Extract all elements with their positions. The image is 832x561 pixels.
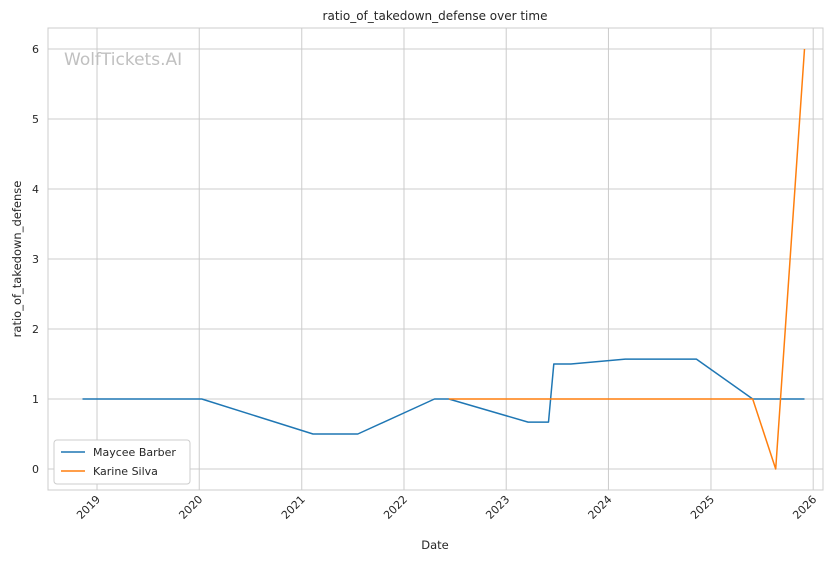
x-tick-label: 2019 — [74, 493, 103, 522]
watermark-text: WolfTickets.AI — [64, 50, 182, 70]
series-line-karine-silva — [448, 48, 806, 470]
axes-border — [47, 27, 824, 491]
series-lines — [82, 48, 806, 470]
x-tick-label: 2020 — [176, 493, 205, 522]
x-axis-label: Date — [421, 538, 449, 552]
x-tick-label: 2024 — [586, 493, 615, 522]
legend-label-maycee-barber: Maycee Barber — [93, 446, 176, 459]
y-tick-label: 0 — [32, 463, 39, 476]
legend: Maycee Barber Karine Silva — [53, 439, 191, 485]
x-axis-ticks: 2019 2020 2021 2022 2023 2024 2025 2026 — [74, 493, 819, 522]
legend-label-karine-silva: Karine Silva — [93, 465, 158, 478]
y-axis-ticks: 0 1 2 3 4 5 6 — [32, 43, 39, 476]
y-tick-label: 1 — [32, 393, 39, 406]
y-tick-label: 4 — [32, 183, 39, 196]
y-tick-label: 2 — [32, 323, 39, 336]
axes-frame — [47, 27, 824, 491]
y-tick-label: 6 — [32, 43, 39, 56]
x-tick-label: 2026 — [790, 493, 819, 522]
series-line-maycee-barber — [82, 358, 805, 435]
x-tick-label: 2021 — [279, 493, 308, 522]
y-axis-label: ratio_of_takedown_defense — [10, 181, 24, 338]
x-tick-label: 2023 — [483, 493, 512, 522]
y-tick-label: 3 — [32, 253, 39, 266]
chart-title: ratio_of_takedown_defense over time — [323, 9, 548, 23]
x-tick-label: 2022 — [381, 493, 410, 522]
legend-box — [53, 439, 191, 485]
y-tick-label: 5 — [32, 113, 39, 126]
x-tick-label: 2025 — [688, 493, 717, 522]
